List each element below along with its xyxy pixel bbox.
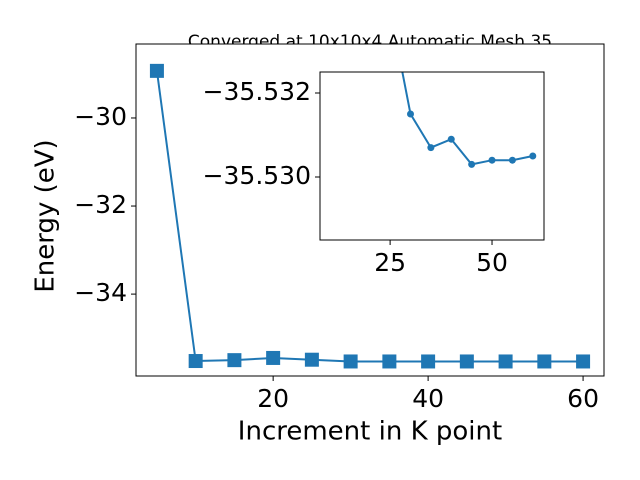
marker xyxy=(468,160,476,168)
x-tick-label: 20 xyxy=(257,384,289,413)
marker xyxy=(343,354,358,369)
marker xyxy=(498,354,513,369)
marker xyxy=(529,152,537,160)
marker xyxy=(537,354,552,369)
y-tick-label: −35.530 xyxy=(203,161,311,190)
marker xyxy=(387,6,394,13)
axes-frame xyxy=(135,43,605,377)
plot-content xyxy=(149,63,591,369)
marker xyxy=(508,156,516,164)
marker xyxy=(266,350,281,365)
marker xyxy=(447,135,455,143)
marker xyxy=(227,353,242,368)
y-tick-label: −34 xyxy=(74,278,127,307)
plot-area xyxy=(320,72,544,240)
x-tick-label: 50 xyxy=(476,248,508,277)
x-tick-label: 60 xyxy=(567,384,599,413)
y-tick-label: −32 xyxy=(74,190,127,219)
marker xyxy=(576,354,591,369)
plot-content xyxy=(387,6,537,168)
x-axis-label: Increment in K point xyxy=(238,417,502,447)
marker xyxy=(488,156,496,164)
marker xyxy=(406,110,414,118)
axes-frame xyxy=(319,71,545,241)
y-tick-label: −35.532 xyxy=(203,77,311,106)
marker xyxy=(427,144,435,152)
marker xyxy=(421,354,436,369)
y-tick-label: −30 xyxy=(74,102,127,131)
marker xyxy=(149,63,164,78)
marker xyxy=(459,354,474,369)
x-tick-label: 40 xyxy=(412,384,444,413)
marker xyxy=(188,354,203,369)
x-tick-label: 25 xyxy=(374,248,406,277)
marker xyxy=(382,354,397,369)
y-axis-label: Energy (eV) xyxy=(31,139,61,292)
marker xyxy=(304,352,319,367)
